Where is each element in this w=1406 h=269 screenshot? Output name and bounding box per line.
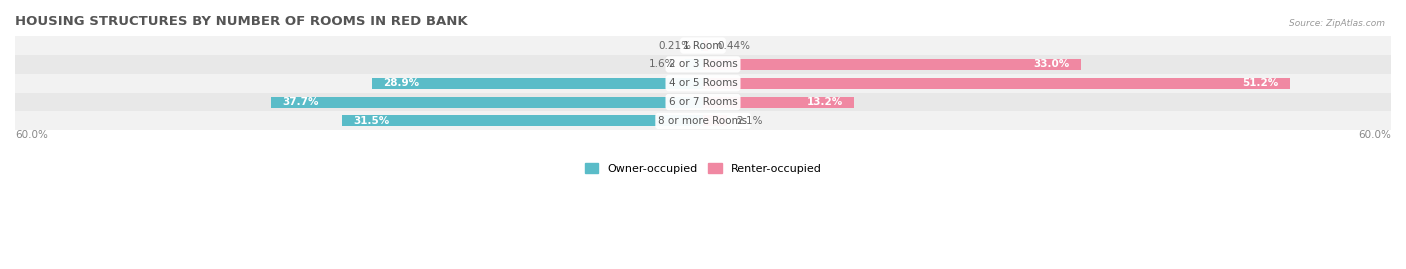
Text: 0.44%: 0.44% bbox=[717, 41, 751, 51]
Text: Source: ZipAtlas.com: Source: ZipAtlas.com bbox=[1289, 19, 1385, 28]
Bar bbox=[15, 55, 1391, 74]
Text: 2 or 3 Rooms: 2 or 3 Rooms bbox=[669, 59, 737, 69]
Bar bbox=[15, 111, 1391, 130]
Bar bbox=[371, 78, 703, 89]
Bar bbox=[703, 78, 1291, 89]
Bar bbox=[700, 40, 703, 51]
Text: 0.21%: 0.21% bbox=[658, 41, 692, 51]
Text: 37.7%: 37.7% bbox=[283, 97, 319, 107]
Text: 60.0%: 60.0% bbox=[1358, 130, 1391, 140]
Bar bbox=[342, 115, 703, 126]
Text: 4 or 5 Rooms: 4 or 5 Rooms bbox=[669, 78, 737, 88]
Text: 1 Room: 1 Room bbox=[683, 41, 723, 51]
Bar bbox=[703, 97, 855, 108]
Text: 60.0%: 60.0% bbox=[15, 130, 48, 140]
Legend: Owner-occupied, Renter-occupied: Owner-occupied, Renter-occupied bbox=[585, 163, 821, 174]
Text: 2.1%: 2.1% bbox=[737, 116, 762, 126]
Text: 51.2%: 51.2% bbox=[1243, 78, 1278, 88]
Text: 13.2%: 13.2% bbox=[807, 97, 842, 107]
Text: 33.0%: 33.0% bbox=[1033, 59, 1070, 69]
Bar bbox=[685, 59, 703, 70]
Bar bbox=[703, 59, 1081, 70]
Text: 31.5%: 31.5% bbox=[353, 116, 389, 126]
Text: 28.9%: 28.9% bbox=[382, 78, 419, 88]
Text: 1.6%: 1.6% bbox=[650, 59, 675, 69]
Text: HOUSING STRUCTURES BY NUMBER OF ROOMS IN RED BANK: HOUSING STRUCTURES BY NUMBER OF ROOMS IN… bbox=[15, 15, 468, 28]
Text: 6 or 7 Rooms: 6 or 7 Rooms bbox=[669, 97, 737, 107]
Bar bbox=[703, 115, 727, 126]
Bar bbox=[15, 36, 1391, 55]
Bar bbox=[271, 97, 703, 108]
Bar bbox=[15, 93, 1391, 111]
Text: 8 or more Rooms: 8 or more Rooms bbox=[658, 116, 748, 126]
Bar bbox=[15, 74, 1391, 93]
Bar bbox=[703, 40, 709, 51]
